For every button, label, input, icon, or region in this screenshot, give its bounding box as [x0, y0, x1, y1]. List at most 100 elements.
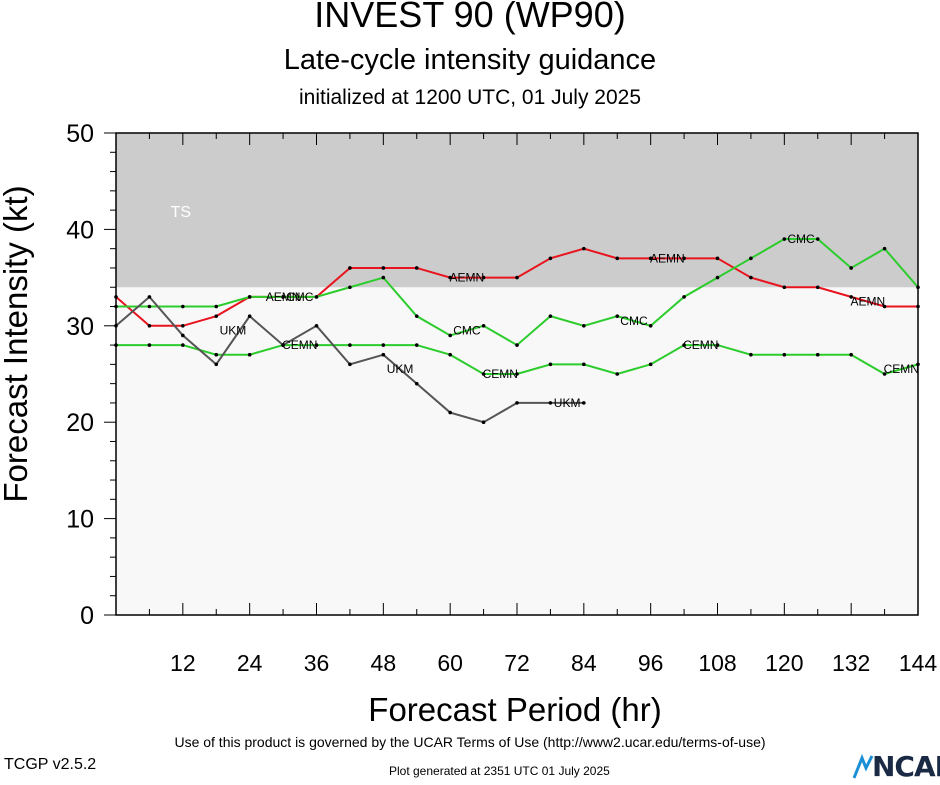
line-label-ukm: UKM — [387, 362, 414, 376]
y-tick-label: 10 — [66, 506, 94, 534]
data-point — [181, 343, 185, 347]
data-point — [749, 352, 753, 357]
data-point — [348, 362, 352, 367]
data-point — [849, 295, 853, 299]
x-tick-label: 24 — [237, 650, 263, 676]
data-point — [815, 285, 820, 290]
terms-of-use: Use of this product is governed by the U… — [174, 734, 766, 750]
x-tick-label: 48 — [371, 650, 397, 676]
series-cmc — [114, 237, 920, 347]
data-point — [582, 401, 586, 405]
x-tick-label: 132 — [832, 650, 870, 676]
data-point — [214, 314, 219, 318]
x-tick-label: 84 — [571, 650, 597, 676]
line-label-cemn: CEMN — [884, 362, 919, 376]
line-label-aemn: AEMN — [450, 271, 485, 285]
data-point — [582, 246, 586, 251]
data-point — [181, 304, 185, 309]
data-point — [147, 343, 152, 347]
series-cemn — [114, 343, 920, 376]
data-point — [749, 275, 753, 280]
data-point — [548, 314, 553, 318]
data-point — [181, 333, 185, 338]
data-point — [281, 343, 285, 347]
data-point — [682, 256, 686, 261]
data-point — [682, 295, 686, 299]
line-label-cmc: CMC — [286, 290, 314, 304]
data-point — [849, 266, 853, 270]
data-point — [815, 352, 820, 357]
data-point — [715, 256, 720, 261]
data-point — [481, 372, 486, 376]
band-ts — [116, 133, 918, 288]
generated-time: Plot generated at 2351 UTC 01 July 2025 — [389, 764, 610, 778]
data-point — [615, 314, 620, 318]
line-label-ukm: UKM — [554, 396, 581, 410]
data-point — [481, 275, 486, 280]
data-point — [782, 285, 787, 290]
data-point — [648, 362, 653, 367]
data-point — [849, 352, 853, 357]
data-point — [381, 266, 386, 270]
data-point — [749, 256, 753, 261]
data-point — [414, 314, 419, 318]
x-axis-label: Forecast Period (hr) — [368, 691, 661, 728]
data-point — [815, 237, 820, 241]
data-point — [281, 295, 285, 299]
data-point — [381, 275, 386, 280]
y-tick-label: 50 — [66, 120, 94, 148]
line-label-aemn: AEMN — [266, 290, 301, 304]
data-point — [414, 343, 419, 347]
line-label-cemn: CEMN — [282, 338, 317, 352]
data-point — [582, 362, 586, 367]
data-point — [314, 295, 319, 299]
data-point — [147, 324, 152, 328]
data-point — [381, 352, 386, 357]
band-label-ts: TS — [171, 204, 191, 221]
data-point — [648, 324, 653, 328]
data-point — [348, 285, 352, 290]
data-point — [214, 304, 219, 309]
x-tick-label: 144 — [899, 650, 938, 676]
y-tick-label: 0 — [80, 602, 94, 630]
x-tick-label: 120 — [765, 650, 803, 676]
y-tick-label: 40 — [66, 216, 94, 244]
data-point — [348, 266, 352, 270]
x-tick-label: 96 — [638, 650, 664, 676]
data-point — [247, 314, 252, 318]
data-point — [615, 372, 620, 376]
data-point — [414, 266, 419, 270]
data-point — [348, 343, 352, 347]
data-point — [448, 333, 452, 338]
data-point — [448, 352, 452, 357]
data-point — [515, 401, 519, 405]
x-tick-label: 36 — [304, 650, 330, 676]
data-point — [582, 324, 586, 328]
x-tick-label: 108 — [698, 650, 736, 676]
ncar-logo-text: NCAR — [872, 750, 940, 783]
data-point — [515, 343, 519, 347]
line-label-cmc: CMC — [453, 324, 481, 338]
data-point — [715, 343, 720, 347]
line-label-aemn: AEMN — [650, 251, 685, 265]
data-point — [782, 352, 787, 357]
data-point — [882, 246, 887, 251]
init-time: initialized at 1200 UTC, 01 July 2025 — [298, 86, 642, 109]
data-point — [882, 304, 887, 309]
data-point — [782, 237, 787, 241]
x-tick-label: 72 — [504, 650, 530, 676]
line-label-cemn: CEMN — [683, 338, 718, 352]
ncar-logo-icon — [852, 753, 874, 779]
data-point — [715, 275, 720, 280]
y-tick-label: 30 — [66, 313, 94, 341]
x-tick-label: 12 — [170, 650, 196, 676]
line-label-cmc: CMC — [787, 232, 815, 246]
chart-title: INVEST 90 (WP90) — [314, 0, 626, 35]
data-point — [214, 362, 219, 367]
data-point — [214, 352, 219, 357]
data-point — [247, 352, 252, 357]
line-label-ukm: UKM — [220, 324, 247, 338]
data-point — [314, 324, 319, 328]
data-point — [682, 343, 686, 347]
line-label-cemn: CEMN — [483, 367, 518, 381]
